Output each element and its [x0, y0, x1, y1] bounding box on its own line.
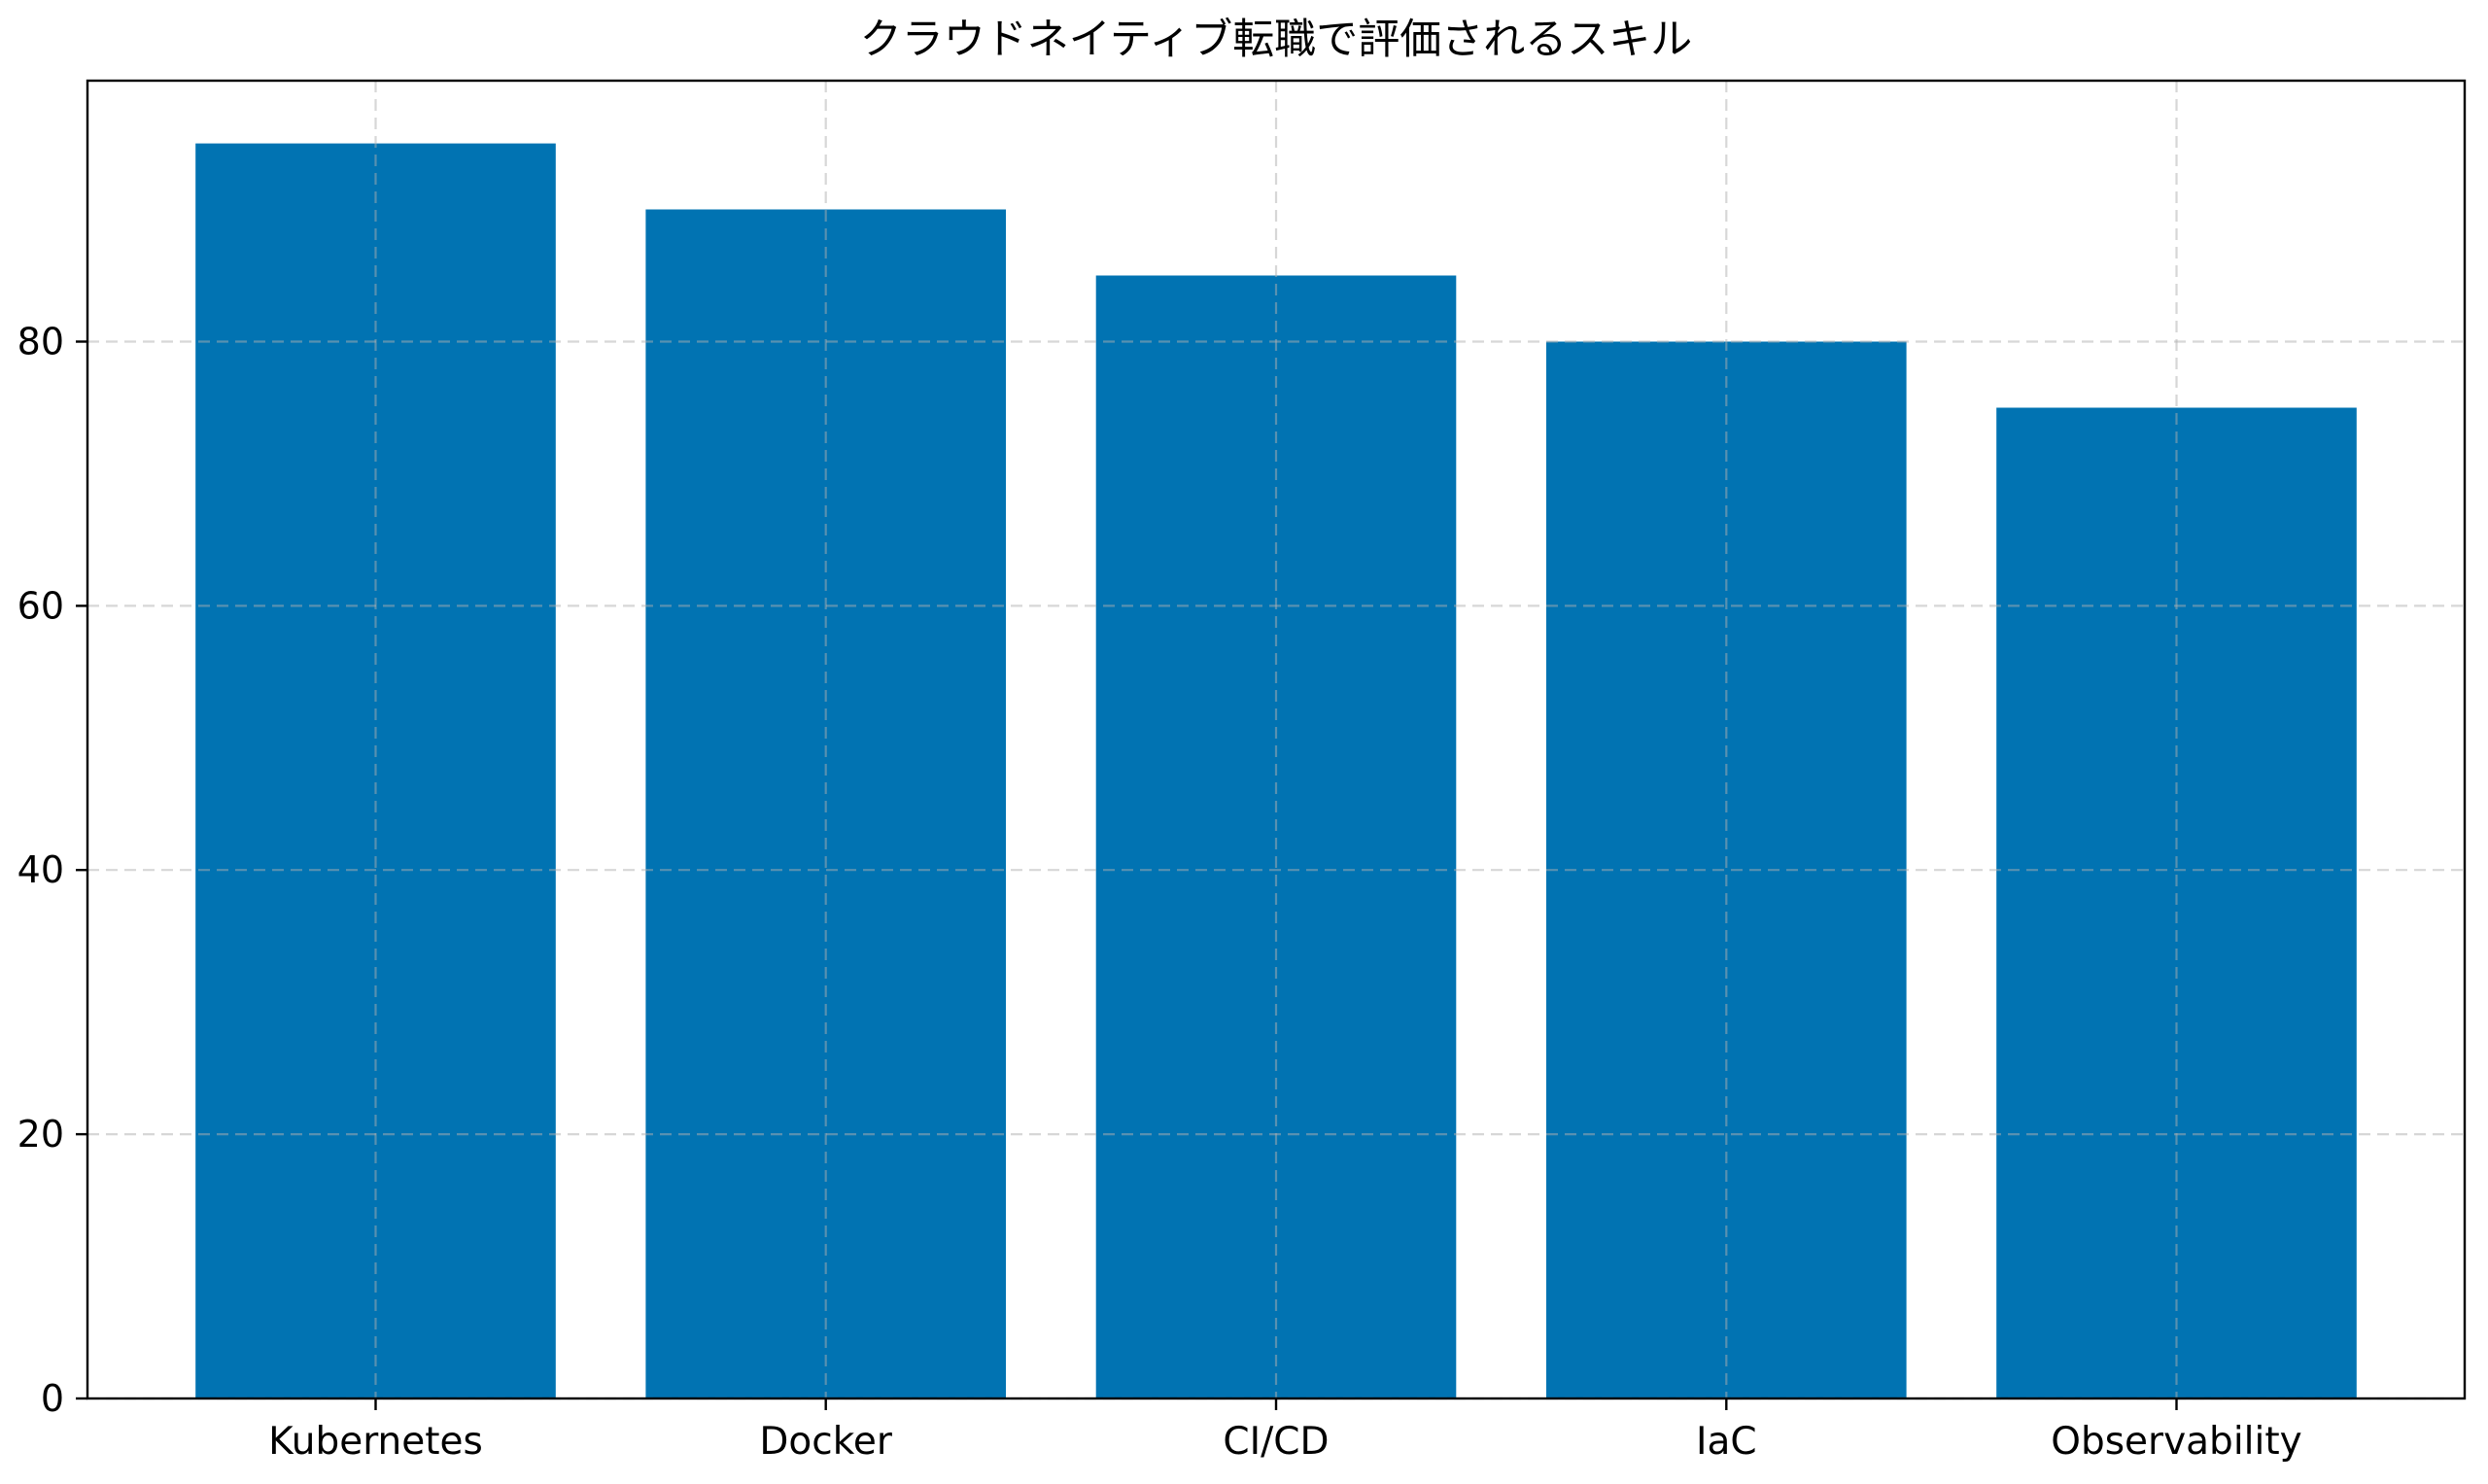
y-tick-label-20: 20 [17, 1113, 64, 1156]
x-tick-label-docker: Docker [759, 1420, 893, 1464]
y-tick-label-80: 80 [17, 321, 64, 363]
y-tick-label-40: 40 [17, 848, 64, 891]
y-tick-label-60: 60 [17, 584, 64, 627]
chart-title: クラウドネイティブ転職で評価されるスキル [860, 16, 1693, 64]
x-tick-label-observability: Observability [2051, 1420, 2301, 1464]
x-tick-label-kubernetes: Kubernetes [268, 1420, 483, 1464]
x-tick-label-iac: IaC [1696, 1420, 1757, 1464]
y-tick-label-0: 0 [41, 1377, 64, 1420]
x-tick-label-ci-cd: CI/CD [1223, 1420, 1329, 1464]
ticks-layer: 0 20 40 60 80 Kubernetes Docker CI/CD IaC Observa… [17, 321, 2302, 1465]
